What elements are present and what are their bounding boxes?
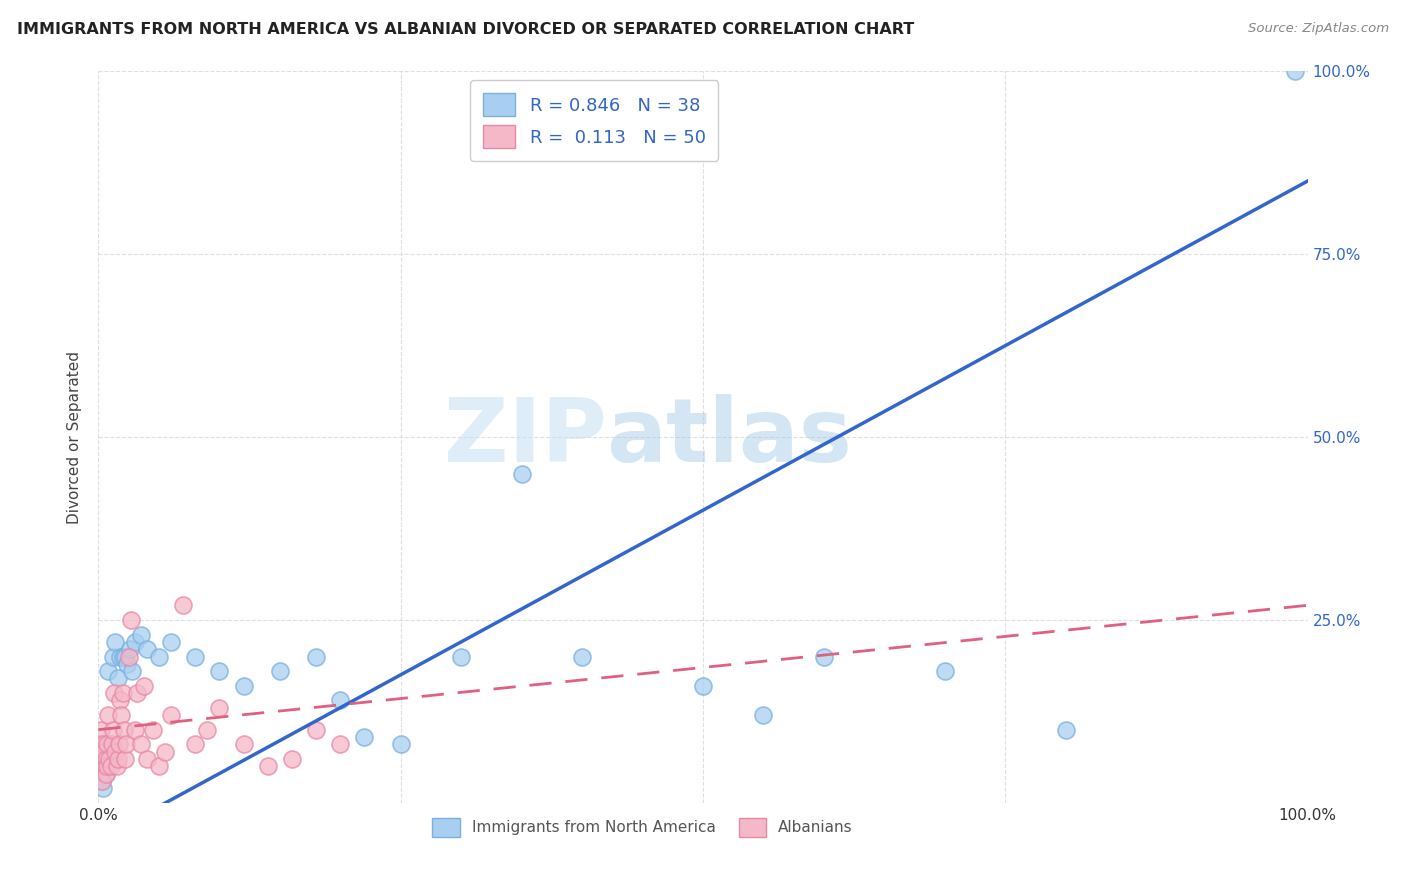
Point xyxy=(93,737,115,751)
Point xyxy=(112,723,135,737)
Point xyxy=(571,649,593,664)
Point xyxy=(510,467,533,481)
Point xyxy=(389,737,412,751)
Point xyxy=(108,693,131,707)
Point xyxy=(91,781,114,796)
Point xyxy=(103,686,125,700)
Point xyxy=(450,649,472,664)
Point xyxy=(114,649,136,664)
Point xyxy=(172,599,194,613)
Point xyxy=(94,766,117,780)
Text: Source: ZipAtlas.com: Source: ZipAtlas.com xyxy=(1249,22,1389,36)
Point xyxy=(813,649,835,664)
Point xyxy=(104,635,127,649)
Point xyxy=(91,773,114,788)
Point xyxy=(135,642,157,657)
Point xyxy=(94,759,117,773)
Point xyxy=(160,635,183,649)
Point xyxy=(692,679,714,693)
Point xyxy=(100,759,122,773)
Point xyxy=(111,686,134,700)
Point xyxy=(329,693,352,707)
Point xyxy=(1054,723,1077,737)
Text: atlas: atlas xyxy=(606,393,852,481)
Legend: Immigrants from North America, Albanians: Immigrants from North America, Albanians xyxy=(423,808,862,847)
Point xyxy=(96,766,118,780)
Point xyxy=(89,737,111,751)
Point xyxy=(232,737,254,751)
Point xyxy=(96,737,118,751)
Point xyxy=(100,737,122,751)
Point xyxy=(124,635,146,649)
Point xyxy=(232,679,254,693)
Point xyxy=(134,679,156,693)
Point xyxy=(142,723,165,737)
Point xyxy=(118,649,141,664)
Point xyxy=(93,759,115,773)
Point xyxy=(97,664,120,678)
Point xyxy=(107,752,129,766)
Point xyxy=(195,723,218,737)
Y-axis label: Divorced or Separated: Divorced or Separated xyxy=(67,351,83,524)
Point xyxy=(117,657,139,671)
Point xyxy=(353,730,375,744)
Point xyxy=(93,745,115,759)
Point xyxy=(934,664,956,678)
Point xyxy=(110,708,132,723)
Point xyxy=(269,664,291,678)
Point xyxy=(752,708,775,723)
Point xyxy=(124,723,146,737)
Point xyxy=(96,759,118,773)
Point xyxy=(135,752,157,766)
Point xyxy=(129,737,152,751)
Point xyxy=(105,759,128,773)
Point xyxy=(281,752,304,766)
Point xyxy=(1284,64,1306,78)
Point xyxy=(89,759,111,773)
Point xyxy=(329,737,352,751)
Point xyxy=(127,686,149,700)
Point xyxy=(90,723,112,737)
Point xyxy=(101,723,124,737)
Point xyxy=(101,649,124,664)
Point xyxy=(104,745,127,759)
Point xyxy=(91,737,114,751)
Point xyxy=(94,752,117,766)
Point xyxy=(114,752,136,766)
Point xyxy=(98,752,121,766)
Point xyxy=(153,745,176,759)
Point xyxy=(91,773,114,788)
Text: IMMIGRANTS FROM NORTH AMERICA VS ALBANIAN DIVORCED OR SEPARATED CORRELATION CHAR: IMMIGRANTS FROM NORTH AMERICA VS ALBANIA… xyxy=(17,22,914,37)
Text: ZIP: ZIP xyxy=(443,393,606,481)
Point xyxy=(208,700,231,714)
Point xyxy=(184,649,207,664)
Point xyxy=(208,664,231,678)
Point xyxy=(97,708,120,723)
Point xyxy=(118,642,141,657)
Point xyxy=(305,649,328,664)
Point xyxy=(108,737,131,751)
Point xyxy=(100,752,122,766)
Point xyxy=(120,613,142,627)
Point xyxy=(148,759,170,773)
Point xyxy=(184,737,207,751)
Point xyxy=(111,649,134,664)
Point xyxy=(91,759,114,773)
Point xyxy=(160,708,183,723)
Point xyxy=(121,664,143,678)
Point xyxy=(115,737,138,751)
Point xyxy=(90,752,112,766)
Point xyxy=(108,649,131,664)
Point xyxy=(256,759,278,773)
Point xyxy=(107,672,129,686)
Point xyxy=(129,627,152,641)
Point xyxy=(90,759,112,773)
Point xyxy=(148,649,170,664)
Point xyxy=(305,723,328,737)
